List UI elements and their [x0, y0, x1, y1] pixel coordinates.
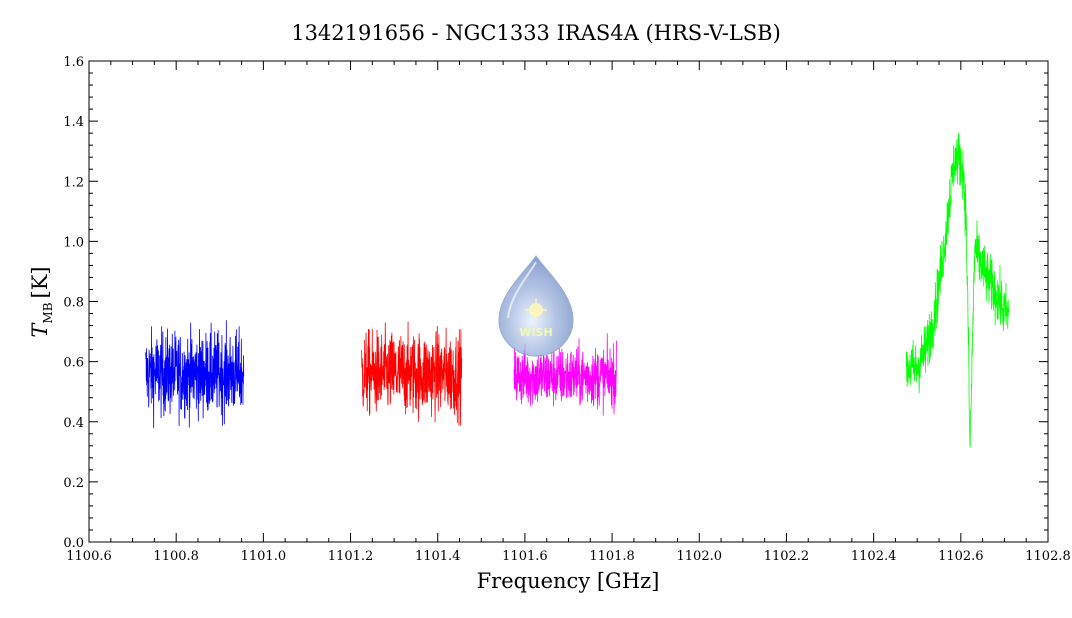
x-axis-label: Frequency [GHz]	[477, 569, 660, 593]
y-tick-label: 1.0	[63, 235, 84, 250]
x-tick-label: 1101.0	[241, 549, 287, 564]
y-axis-label: TMB [K]	[28, 266, 55, 337]
axes: 1100.6 1100.8 1101.0 1101.2 1101.4 1101.6 1101…	[63, 55, 1070, 564]
y-tick-label: 1.6	[63, 55, 84, 70]
y-tick-label: 0.2	[63, 476, 84, 491]
y-axis-label-unit: [K]	[28, 266, 52, 298]
x-tick-label: 1102.4	[851, 549, 897, 564]
chart-title: 1342191656 - NGC1333 IRAS4A (HRS-V-LSB)	[291, 21, 781, 45]
series-line-2	[361, 321, 463, 426]
series-line-4	[905, 132, 1010, 448]
x-tick-label: 1101.6	[502, 549, 548, 564]
y-tick-label: 0.4	[63, 416, 84, 431]
x-tick-label: 1102.0	[677, 549, 723, 564]
x-tick-label: 1101.4	[415, 549, 461, 564]
x-tick-label: 1102.2	[764, 549, 810, 564]
x-tick-label: 1101.2	[328, 549, 374, 564]
series-layer	[145, 132, 1010, 448]
y-tick-label: 0.0	[63, 536, 84, 551]
x-tick-label: 1102.8	[1025, 549, 1071, 564]
wish-logo: WISH	[498, 255, 574, 357]
x-tick-label: 1100.6	[66, 549, 112, 564]
series-line-3	[513, 333, 617, 416]
y-tick-label: 1.2	[63, 175, 84, 190]
star-icon	[525, 299, 547, 321]
y-axis-label-main: T	[28, 322, 52, 338]
x-tick-label: 1102.6	[938, 549, 984, 564]
series-line-1	[145, 320, 245, 429]
y-tick-label: 0.6	[63, 356, 84, 371]
y-axis-label-sub: MB	[41, 302, 55, 323]
y-tick-label: 1.4	[63, 115, 84, 130]
x-tick-label: 1101.8	[589, 549, 635, 564]
logo-text: WISH	[519, 326, 552, 339]
y-tick-label: 0.8	[63, 296, 84, 311]
x-tick-label: 1100.8	[153, 549, 199, 564]
